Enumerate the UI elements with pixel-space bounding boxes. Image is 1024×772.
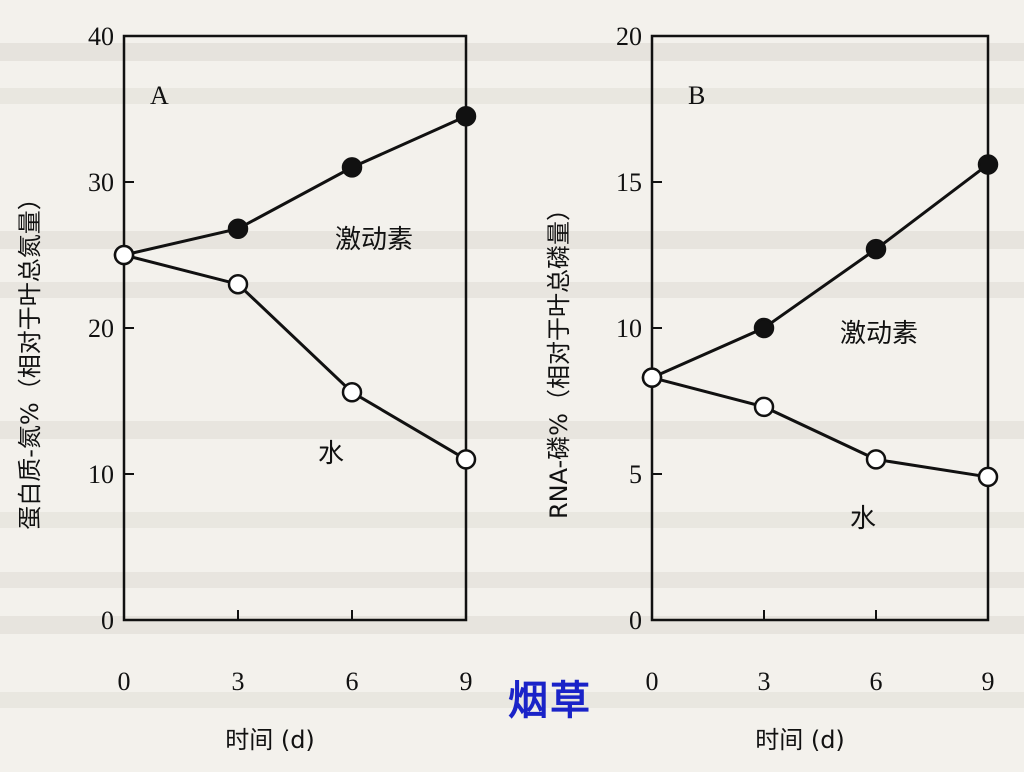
series-line <box>123 114 467 257</box>
y-tick-label: 40 <box>88 22 114 51</box>
series-label: 激动素 <box>335 225 413 255</box>
data-point-open <box>641 367 663 388</box>
y-tick-label: 0 <box>629 606 642 635</box>
data-point-open <box>113 244 135 266</box>
y-tick-label: 20 <box>616 22 642 51</box>
series-line <box>651 376 989 479</box>
x-tick-label: 6 <box>346 667 359 696</box>
data-point-open <box>227 273 249 295</box>
x-tick-label: 3 <box>232 667 245 696</box>
series-water: 水 <box>113 244 477 470</box>
series-label: 水 <box>318 439 344 469</box>
x-tick-label: 6 <box>870 667 883 696</box>
y-tick-label: 5 <box>629 460 642 489</box>
y-tick-label: 20 <box>88 314 114 343</box>
y-tick-label: 15 <box>616 168 642 197</box>
data-point-filled <box>977 154 999 175</box>
series-water: 水 <box>641 367 999 534</box>
y-axis-label: 蛋白质-氮%（相对于叶总氮量） <box>16 186 44 529</box>
data-point-filled <box>455 106 477 127</box>
y-tick-label: 0 <box>101 606 114 635</box>
figure-caption: 烟草 <box>508 678 592 724</box>
panel-label: B <box>688 81 705 110</box>
y-tick-label: 30 <box>88 168 114 197</box>
x-tick-label: 0 <box>646 667 659 696</box>
y-tick-label: 10 <box>616 314 642 343</box>
x-tick-label: 3 <box>758 667 771 696</box>
data-point-open <box>455 449 477 470</box>
panel-label: A <box>150 81 169 110</box>
data-point-open <box>865 449 887 470</box>
x-tick-label: 9 <box>982 667 995 696</box>
x-tick-label: 0 <box>118 667 131 696</box>
y-tick-label: 10 <box>88 460 114 489</box>
x-axis-label: 时间 (d) <box>225 726 315 754</box>
x-axis-label: 时间 (d) <box>755 726 845 754</box>
data-point-filled <box>341 157 363 178</box>
data-point-filled <box>227 218 249 239</box>
data-point-filled <box>753 317 775 339</box>
series-line <box>123 253 467 461</box>
series-label: 水 <box>850 504 876 534</box>
data-point-open <box>753 396 775 418</box>
x-tick-label: 9 <box>460 667 473 696</box>
y-axis-label: RNA-磷%（相对于叶总磷量） <box>545 197 573 519</box>
data-point-filled <box>865 238 887 260</box>
data-point-open <box>977 466 999 488</box>
series-label: 激动素 <box>840 319 918 349</box>
series-line <box>651 163 989 380</box>
data-point-open <box>341 381 363 403</box>
